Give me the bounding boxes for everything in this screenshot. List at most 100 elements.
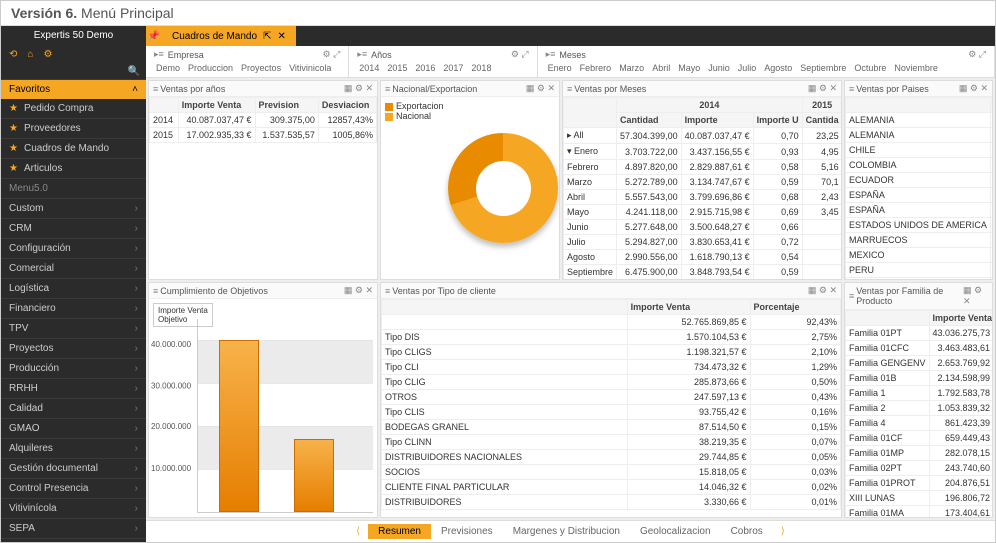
filter-option[interactable]: 2016 — [415, 63, 435, 73]
table-row[interactable]: DISTRIBUIDORES NACIONALES29.744,85 €0,05… — [382, 450, 841, 465]
bottom-tab[interactable]: Cobros — [721, 524, 773, 539]
table-row[interactable]: Familia 01B2.134.598,99 €3,74% — [846, 371, 993, 386]
panel-ctl[interactable]: ▦ ⚙ ✕ — [963, 285, 988, 307]
prev-tab-icon[interactable]: ⟨ — [352, 526, 364, 537]
table-row[interactable]: Julio5.294.827,003.830.653,41 €0,72 — [564, 235, 842, 250]
tab-maximize-icon[interactable]: ⇱ — [263, 31, 271, 42]
panel-menu-icon[interactable]: ≡ — [385, 286, 389, 296]
table-row[interactable]: Familia 01PROT204.876,51 €0,36% — [846, 476, 993, 491]
tab-close-icon[interactable]: ✕ — [277, 31, 285, 42]
bottom-tab[interactable]: Resumen — [368, 524, 431, 539]
table-row[interactable]: Familia 01PT43.036.275,73 €75,38% — [846, 326, 993, 341]
gear-icon[interactable]: ⚙ — [43, 49, 52, 60]
col-header[interactable]: Cantida — [802, 113, 841, 128]
sidebar-fav-item[interactable]: ★Cuadros de Mando — [1, 139, 146, 159]
filter-option[interactable]: 2018 — [471, 63, 491, 73]
table-row[interactable]: ▾ Enero3.703.722,003.437.156,55 €0,934,9… — [564, 144, 842, 160]
table-row[interactable]: Familia 11.792.583,78 €3,14% — [846, 386, 993, 401]
table-row[interactable]: SOCIOS15.818,05 €0,03% — [382, 465, 841, 480]
bottom-tab[interactable]: Previsiones — [431, 524, 503, 539]
tab-cuadros[interactable]: Cuadros de Mando ⇱ ✕ — [162, 26, 296, 46]
table-row[interactable]: Familia 02PT243.740,60 €0,43% — [846, 461, 993, 476]
panel-ctl[interactable]: ▦ ⚙ ✕ — [808, 83, 837, 94]
expand-icon[interactable]: ▸ — [567, 130, 572, 140]
col-header[interactable] — [150, 98, 179, 113]
filter-option[interactable]: Noviembre — [894, 63, 938, 73]
panel-ctl[interactable]: ▦ ⚙ ✕ — [344, 285, 373, 296]
panel-menu-icon[interactable]: ≡ — [567, 84, 571, 94]
table-row[interactable]: Abril5.557.543,003.799.696,86 €0,682,43 — [564, 190, 842, 205]
filter-option[interactable]: 2017 — [443, 63, 463, 73]
table-row[interactable]: CHILE0,008.443,21 € — [846, 143, 993, 158]
panel-menu-icon[interactable]: ≡ — [849, 84, 853, 94]
col-header[interactable]: Porcentaje — [750, 300, 840, 315]
table-row[interactable]: Familia 01MP282.078,15 €0,49% — [846, 446, 993, 461]
table-row[interactable]: XIII LUNAS196.806,72 €0,34% — [846, 491, 993, 506]
search-icon[interactable]: 🔍 — [128, 66, 140, 77]
table-row[interactable]: Tipo CLI734.473,32 €1,29% — [382, 360, 841, 375]
table-row[interactable]: ALEMANIA0,003.735,00 € — [846, 128, 993, 143]
col-header[interactable]: Importe Venta — [627, 300, 750, 315]
table-row[interactable]: MEXICO0,0022.494,75 € — [846, 248, 993, 263]
panel-menu-icon[interactable]: ≡ — [849, 291, 853, 301]
filter-option[interactable]: Junio — [708, 63, 730, 73]
bottom-tab[interactable]: Margenes y Distribucion — [503, 524, 630, 539]
filter-ctl-icons[interactable]: ⚙ ⤢ — [968, 49, 986, 60]
sidebar-menu-item[interactable]: Vitivinícola› — [1, 499, 146, 519]
table-row[interactable]: 201517.002.935,33 €1.537.535,571005,86% — [150, 128, 377, 143]
filter-option[interactable]: Agosto — [764, 63, 792, 73]
sidebar-menu-item[interactable]: Control Presencia› — [1, 479, 146, 499]
filter-option[interactable]: Vitivinicola — [289, 63, 331, 73]
filter-option[interactable]: Febrero — [580, 63, 612, 73]
table-row[interactable]: Familia 01CFC3.463.483,61 €6,07% — [846, 341, 993, 356]
sidebar-fav-item[interactable]: ★Pedido Compra — [1, 99, 146, 119]
col-header[interactable]: Cantidad — [617, 113, 682, 128]
filter-option[interactable]: Octubre — [854, 63, 886, 73]
next-tab-icon[interactable]: ⟩ — [777, 526, 789, 537]
table-row[interactable]: Tipo DIS1.570.104,53 €2,75% — [382, 330, 841, 345]
col-header[interactable]: Importe Venta — [178, 98, 255, 113]
table-row[interactable]: Tipo CLIG285.873,66 €0,50% — [382, 375, 841, 390]
sidebar-menu-item[interactable]: Comercial› — [1, 259, 146, 279]
table-row[interactable]: DISTRIBUIDORES3.330,66 €0,01% — [382, 495, 841, 510]
collapse-icon[interactable]: ▸≡ — [357, 49, 367, 60]
panel-ctl[interactable]: ▦ ⚙ ✕ — [526, 83, 555, 94]
table-row[interactable]: ECUADOR0,002.475,20 € — [846, 173, 993, 188]
filter-option[interactable]: Mayo — [678, 63, 700, 73]
sidebar-menu-item[interactable]: RRHH› — [1, 379, 146, 399]
bottom-tab[interactable]: Geolocalizacion — [630, 524, 721, 539]
table-row[interactable]: Familia 01CF659.449,43 €1,16% — [846, 431, 993, 446]
sidebar-menu-item[interactable]: Logística› — [1, 279, 146, 299]
col-header[interactable]: Cantidad U — [990, 98, 992, 113]
sidebar-menu-item[interactable]: Custom› — [1, 199, 146, 219]
table-row[interactable]: ALEMANIA223,00820,41 € — [846, 113, 993, 128]
table-row[interactable]: PERU0,00154,40 € — [846, 263, 993, 278]
table-row[interactable]: CLIENTE FINAL PARTICULAR14.046,32 €0,02% — [382, 480, 841, 495]
table-row[interactable]: Familia 01MA173.404,61 €0,30% — [846, 506, 993, 518]
filter-option[interactable]: Demo — [156, 63, 180, 73]
panel-menu-icon[interactable]: ≡ — [153, 84, 157, 94]
filter-ctl-icons[interactable]: ⚙ ⤢ — [323, 49, 341, 60]
table-row[interactable]: REINO UNIDO726,002.268,65 € — [846, 278, 993, 280]
sidebar-menu-item[interactable]: Configuración› — [1, 239, 146, 259]
table-row[interactable]: OTROS247.597,13 €0,43% — [382, 390, 841, 405]
filter-option[interactable]: 2015 — [387, 63, 407, 73]
table-row[interactable]: ▸ All57.304.399,0040.087.037,47 €0,7023,… — [564, 128, 842, 144]
sidebar-fav-item[interactable]: ★Articulos — [1, 159, 146, 179]
col-header[interactable]: Desviacion — [318, 98, 376, 113]
filter-option[interactable]: Septiembre — [800, 63, 846, 73]
table-row[interactable]: Tipo CLINN38.219,35 €0,07% — [382, 435, 841, 450]
table-row[interactable]: ESPAÑA0,003.856.248,37 € — [846, 203, 993, 218]
table-row[interactable]: ESPAÑA188.215,00396.463,71 € — [846, 188, 993, 203]
filter-option[interactable]: Produccion — [188, 63, 233, 73]
col-header[interactable]: Importe U — [753, 113, 802, 128]
pin-icon[interactable]: 📌 — [146, 26, 162, 46]
sidebar-menu-item[interactable]: Financiero› — [1, 299, 146, 319]
filter-ctl-icons[interactable]: ⚙ ⤢ — [511, 49, 529, 60]
table-row[interactable]: BODEGAS GRANEL87.514,50 €0,15% — [382, 420, 841, 435]
table-row[interactable]: Marzo5.272.789,003.134.747,67 €0,5970,1 — [564, 175, 842, 190]
sidebar-menu-item[interactable]: CRM› — [1, 219, 146, 239]
filter-option[interactable]: Julio — [738, 63, 757, 73]
filter-option[interactable]: Marzo — [619, 63, 644, 73]
table-row[interactable]: Agosto2.990.556,001.618.790,13 €0,54 — [564, 250, 842, 265]
